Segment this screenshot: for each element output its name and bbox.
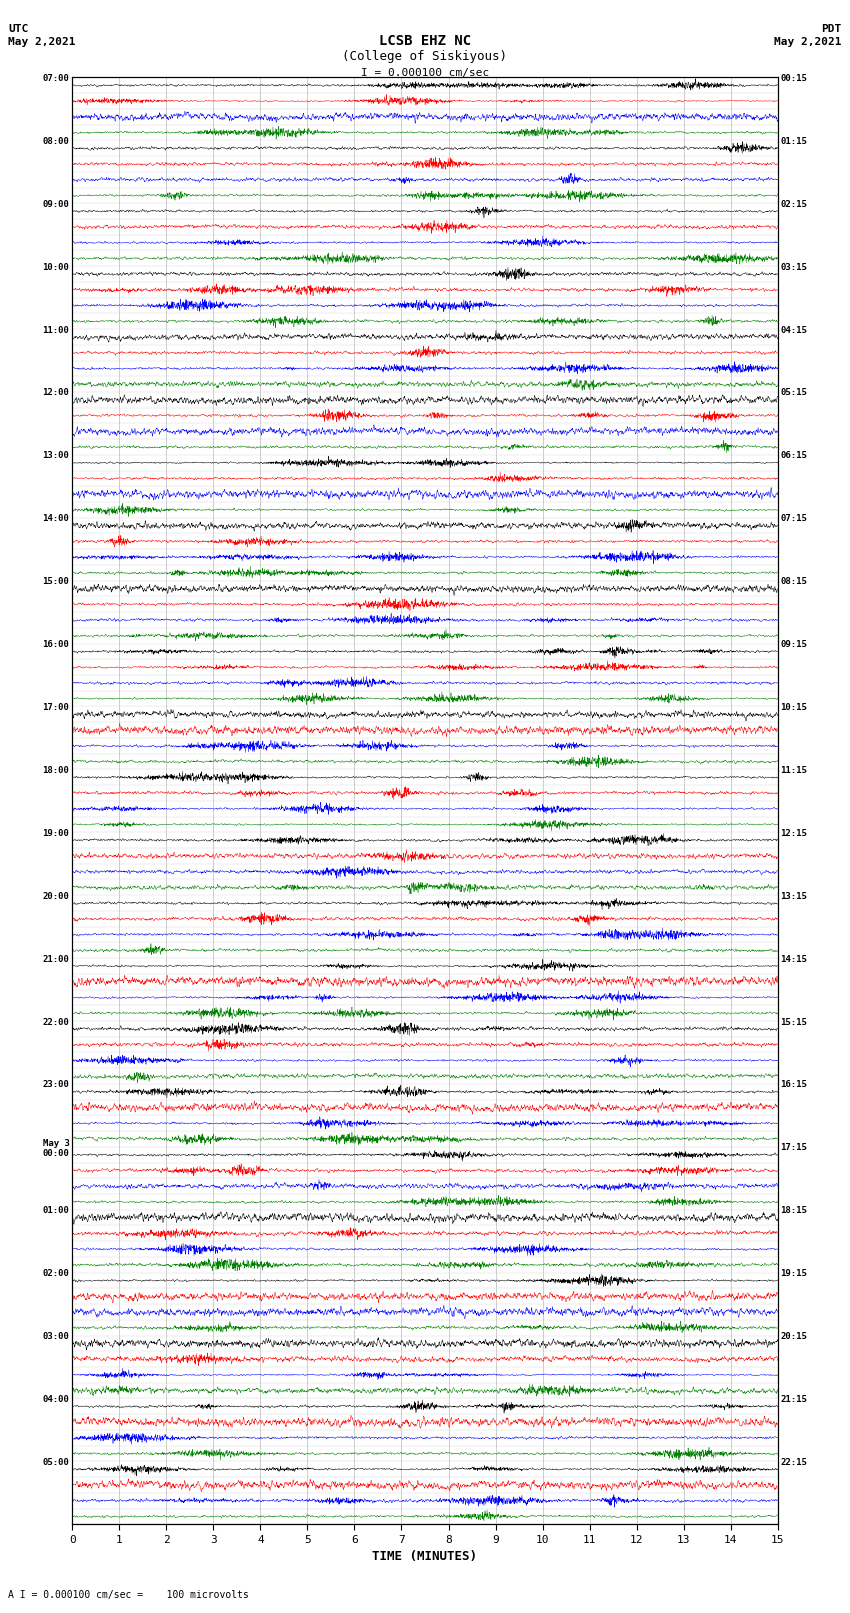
X-axis label: TIME (MINUTES): TIME (MINUTES): [372, 1550, 478, 1563]
Text: May 2,2021: May 2,2021: [8, 37, 76, 47]
Text: I = 0.000100 cm/sec: I = 0.000100 cm/sec: [361, 68, 489, 77]
Text: PDT: PDT: [821, 24, 842, 34]
Text: A I = 0.000100 cm/sec =    100 microvolts: A I = 0.000100 cm/sec = 100 microvolts: [8, 1590, 249, 1600]
Text: May 2,2021: May 2,2021: [774, 37, 842, 47]
Text: (College of Siskiyous): (College of Siskiyous): [343, 50, 507, 63]
Text: UTC: UTC: [8, 24, 29, 34]
Text: LCSB EHZ NC: LCSB EHZ NC: [379, 34, 471, 48]
